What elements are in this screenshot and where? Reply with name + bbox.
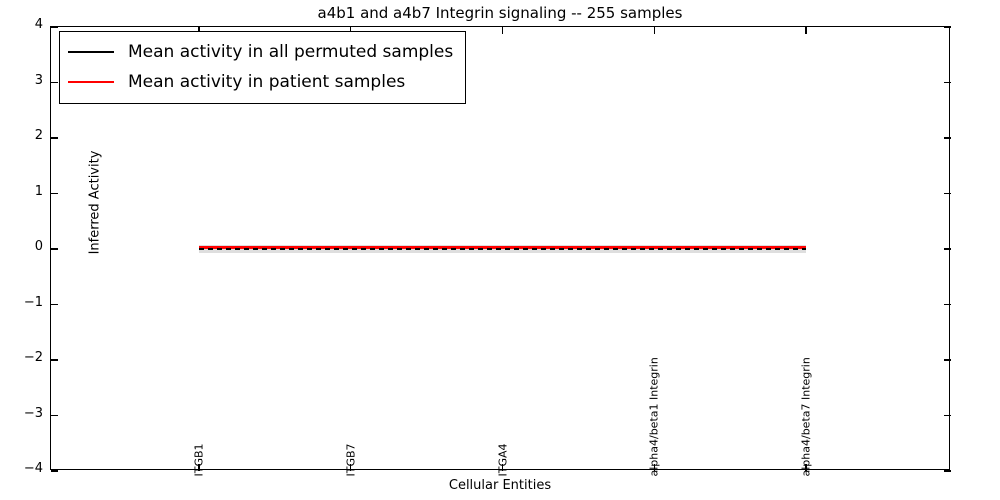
y-tick-mark [51, 26, 58, 28]
y-tick-mark-mirror [944, 248, 951, 250]
y-tick-mark [51, 359, 58, 361]
legend-label-patient: Mean activity in patient samples [128, 72, 406, 92]
x-tick-mark [198, 464, 200, 471]
y-tick-mark-mirror [944, 359, 951, 361]
x-tick-label: ITGA4 [496, 443, 509, 477]
x-tick-mark-mirror [350, 27, 352, 34]
plot-area: Inferred Activity −4 −3 −2 −1 0 1 2 3 4 ITGB1 ITG… [24, 17, 951, 477]
x-tick-label: ITGB1 [192, 443, 206, 477]
y-axis-label: Inferred Activity [87, 150, 103, 255]
x-axis-label: Cellular Entities [448, 478, 552, 493]
y-tick-mark-mirror [944, 137, 951, 139]
y-tick-mark [51, 414, 58, 417]
x-tick-label: ITGB7 [344, 443, 358, 477]
y-tick-label: 1 [34, 183, 43, 199]
y-tick-mark-mirror [944, 26, 951, 28]
x-tick-mark-mirror [198, 27, 200, 34]
y-tick-mark-mirror [944, 81, 951, 84]
x-tick-label: alpha4/beta1 Integrin [647, 357, 661, 477]
x-tick-mark-mirror [501, 27, 504, 34]
y-tick-label: 2 [34, 128, 43, 143]
y-tick-mark [51, 303, 58, 306]
y-tick-mark [51, 248, 58, 250]
x-tick-mark [653, 464, 655, 471]
legend-label-permuted: Mean activity in all permuted samples [128, 42, 454, 62]
chart-legend: Mean activity in all permuted samples Me… [59, 31, 467, 104]
legend-item-permuted: Mean activity in all permuted samples [68, 37, 453, 67]
y-tick-label: 0 [34, 239, 43, 254]
patient-mean-line [199, 245, 806, 249]
y-tick-label: −3 [23, 405, 43, 421]
y-tick-mark [51, 137, 58, 139]
y-tick-mark-mirror [944, 414, 951, 417]
y-tick-mark-mirror [944, 303, 951, 306]
legend-line-swatch-red [68, 81, 114, 83]
legend-item-patient: Mean activity in patient samples [68, 67, 453, 97]
legend-line-swatch-black [68, 51, 114, 53]
x-tick-mark [501, 464, 504, 471]
y-tick-mark [51, 192, 58, 195]
x-tick-label: alpha4/beta7 Integrin [799, 357, 813, 477]
x-tick-mark [805, 464, 807, 471]
x-tick-mark-mirror [653, 27, 655, 34]
chart-title: a4b1 and a4b7 Integrin signaling -- 255 … [317, 4, 683, 22]
x-tick-mark-mirror [805, 27, 807, 34]
x-tick-mark [350, 464, 352, 471]
y-tick-label: 4 [34, 17, 43, 32]
y-tick-label: 3 [34, 72, 43, 88]
permuted-mean-line [199, 247, 806, 251]
y-tick-mark-mirror [944, 192, 951, 195]
y-tick-mark-mirror [944, 470, 951, 472]
y-tick-mark [51, 470, 58, 472]
y-tick-label: −2 [23, 350, 43, 365]
y-tick-label: −1 [23, 294, 43, 310]
y-tick-mark [51, 81, 58, 84]
y-tick-label: −4 [23, 461, 43, 476]
